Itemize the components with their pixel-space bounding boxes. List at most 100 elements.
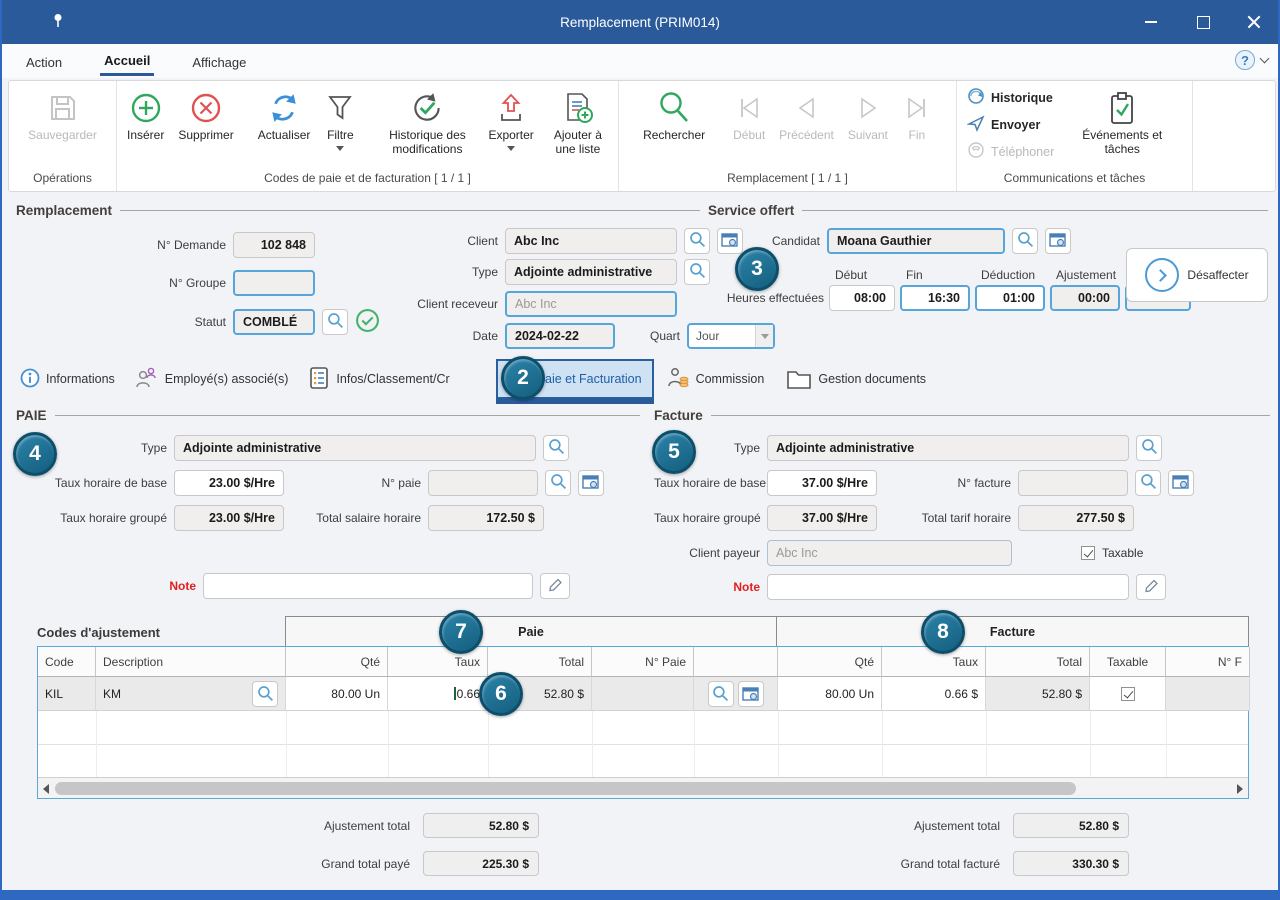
statut-field[interactable]: COMBLÉ: [233, 309, 315, 335]
rechercher-button[interactable]: Rechercher: [637, 85, 711, 144]
menu-tab-action[interactable]: Action: [22, 48, 66, 75]
envoyer-button[interactable]: Envoyer: [967, 114, 1054, 135]
scroll-left-arrow-icon[interactable]: [38, 778, 54, 799]
historique-modifications-button[interactable]: Historique des modifications: [374, 85, 480, 158]
refresh-icon: [267, 89, 301, 127]
help-icon[interactable]: ?: [1235, 50, 1255, 70]
table-header-row: Code Description Qté Taux Total N° Paie …: [38, 647, 1248, 677]
cell-fact-taux: 0.66 $: [882, 677, 986, 711]
date-field[interactable]: 2024-02-22: [505, 323, 615, 349]
section-remplacement: Remplacement N° Demande 102 848 N° Group…: [16, 203, 700, 349]
row-taxable-checkbox[interactable]: [1121, 687, 1135, 701]
group-label-communications: Communications et tâches: [961, 168, 1188, 189]
tab-infos-classement[interactable]: Infos/Classement/Cr: [304, 360, 453, 399]
no-groupe-field[interactable]: [233, 270, 315, 296]
tab-commission[interactable]: Commission: [662, 360, 769, 399]
heure-deduction-field[interactable]: 01:00: [975, 285, 1045, 311]
facture-note-field[interactable]: [767, 574, 1129, 600]
filtre-button[interactable]: Filtre: [318, 85, 362, 152]
col-no-facture[interactable]: N° F: [1166, 647, 1250, 677]
col-fact-qte[interactable]: Qté: [778, 647, 882, 677]
table-row[interactable]: KIL KM 80.00 Un 0.66 52.80 $ 80.00 Un 0.…: [38, 677, 1248, 711]
scroll-right-arrow-icon[interactable]: [1232, 778, 1248, 799]
minimize-button[interactable]: [1128, 0, 1174, 44]
menu-tab-accueil[interactable]: Accueil: [100, 46, 154, 76]
group-label-operations: Opérations: [13, 168, 112, 189]
col-paie-taux[interactable]: Taux: [388, 647, 488, 677]
client-receveur-field[interactable]: Abc Inc: [505, 291, 677, 317]
paie-note-field[interactable]: [203, 573, 533, 599]
col-no-paie[interactable]: N° Paie: [592, 647, 694, 677]
col-description[interactable]: Description: [96, 647, 286, 677]
candidat-field[interactable]: Moana Gauthier: [827, 228, 1005, 254]
no-paie-open-form-button[interactable]: [578, 470, 604, 496]
no-paie-search-button[interactable]: [545, 470, 571, 496]
heure-debut-field[interactable]: 08:00: [829, 285, 895, 311]
total-tarif-label: Total tarif horaire: [884, 511, 1011, 525]
remplacement-legend: Remplacement: [16, 203, 700, 218]
actualiser-button[interactable]: Actualiser: [252, 85, 317, 144]
supprimer-button[interactable]: Supprimer: [172, 85, 239, 144]
paie-note-edit-button[interactable]: [540, 573, 570, 599]
tab-informations[interactable]: Informations: [16, 362, 119, 397]
tab-gestion-documents[interactable]: Gestion documents: [782, 361, 930, 398]
col-taxable[interactable]: Taxable: [1090, 647, 1166, 677]
client-search-button[interactable]: [684, 228, 710, 254]
historique-comm-button[interactable]: Historique: [967, 87, 1054, 108]
inserer-button[interactable]: Insérer: [121, 85, 170, 144]
quart-select[interactable]: Jour: [687, 323, 775, 349]
no-paie-row-open-form-button[interactable]: [738, 681, 764, 707]
pencil-icon: [547, 577, 563, 596]
facture-type-search-button[interactable]: [1136, 435, 1162, 461]
previous-record-icon: [792, 89, 822, 127]
statut-search-button[interactable]: [322, 309, 348, 335]
desaffecter-button[interactable]: Désaffecter: [1126, 248, 1268, 302]
scrollbar-thumb[interactable]: [55, 782, 1076, 795]
no-facture-open-form-button[interactable]: [1168, 470, 1194, 496]
quart-dropdown-arrow-icon: [755, 325, 773, 347]
date-label: Date: [368, 329, 498, 343]
exporter-button[interactable]: Exporter: [482, 85, 539, 152]
col-code[interactable]: Code: [38, 647, 96, 677]
ajouter-liste-button[interactable]: Ajouter à une liste: [542, 85, 614, 158]
info-icon: [20, 368, 40, 391]
no-facture-search-button[interactable]: [1135, 470, 1161, 496]
paie-taux-base-field[interactable]: 23.00 $/Hre: [174, 470, 284, 496]
type-search-button[interactable]: [684, 259, 710, 285]
paie-type-field: Adjointe administrative: [174, 435, 536, 461]
cell-no-facture: [1166, 677, 1250, 711]
close-button[interactable]: [1246, 21, 1262, 23]
last-record-icon: [902, 89, 932, 127]
candidat-search-button[interactable]: [1012, 228, 1038, 254]
paie-type-search-button[interactable]: [543, 435, 569, 461]
taxable-checkbox[interactable]: [1081, 546, 1095, 560]
telephoner-button[interactable]: Téléphoner: [967, 141, 1054, 162]
first-record-icon: [734, 89, 764, 127]
group-label-codes: Codes de paie et de facturation [ 1 / 1 …: [121, 168, 614, 189]
heure-fin-field[interactable]: 16:30: [900, 285, 970, 311]
precedent-button[interactable]: Précédent: [773, 85, 840, 144]
col-paie-qte[interactable]: Qté: [286, 647, 388, 677]
horizontal-scrollbar[interactable]: [38, 777, 1248, 798]
debut-button[interactable]: Début: [727, 85, 771, 144]
tab-employes-associes[interactable]: Employé(s) associé(s): [129, 360, 293, 399]
facture-taux-base-field[interactable]: 37.00 $/Hre: [767, 470, 877, 496]
candidat-open-form-button[interactable]: [1045, 228, 1071, 254]
annotation-badge-5: 5: [652, 430, 696, 474]
sauvegarder-button[interactable]: Sauvegarder: [22, 85, 103, 144]
facture-taux-groupe-label: Taux horaire groupé: [654, 511, 760, 525]
menu-tab-affichage[interactable]: Affichage: [188, 48, 250, 75]
save-icon: [47, 89, 79, 127]
ribbon-collapse-chevron-icon[interactable]: [1260, 54, 1270, 64]
hours-col-fin: Fin: [900, 268, 970, 285]
suivant-button[interactable]: Suivant: [842, 85, 894, 144]
cell-fact-total: 52.80 $: [986, 677, 1090, 711]
col-fact-total[interactable]: Total: [986, 647, 1090, 677]
no-paie-row-search-button[interactable]: [708, 681, 734, 707]
evenements-taches-button[interactable]: Événements et tâches: [1074, 85, 1170, 158]
fin-button[interactable]: Fin: [896, 85, 938, 144]
facture-note-edit-button[interactable]: [1136, 574, 1166, 600]
cell-paie-taux[interactable]: 0.66: [388, 677, 488, 711]
maximize-button[interactable]: [1180, 0, 1226, 44]
description-search-button[interactable]: [252, 681, 278, 707]
